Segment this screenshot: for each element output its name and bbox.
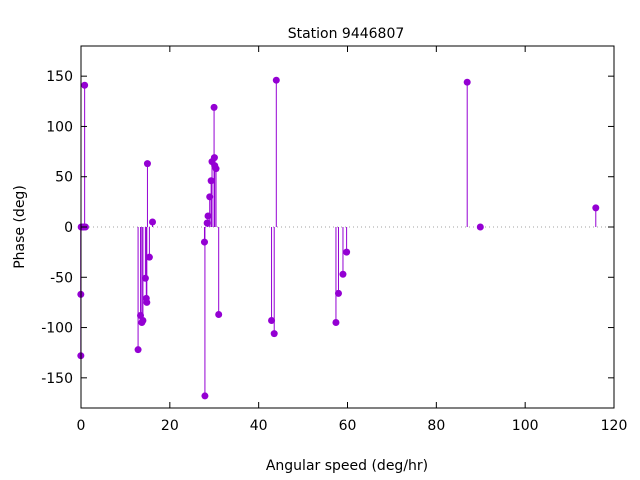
x-axis-label: Angular speed (deg/hr)	[266, 458, 428, 474]
data-point	[134, 346, 142, 354]
data-point	[145, 253, 153, 261]
data-point	[143, 160, 151, 168]
data-point	[149, 218, 157, 226]
data-point	[332, 319, 340, 327]
y-tick-label: -150	[41, 371, 73, 387]
data-point	[204, 212, 212, 220]
data-point	[81, 81, 89, 89]
x-tick-label: 120	[601, 418, 628, 434]
data-point	[210, 103, 218, 111]
data-point	[476, 223, 484, 231]
data-point	[201, 392, 209, 400]
data-point	[339, 270, 347, 278]
data-point	[206, 193, 214, 201]
y-tick-label: -100	[41, 321, 73, 337]
x-tick-label: 60	[339, 418, 357, 434]
data-point	[343, 248, 351, 256]
y-tick-label: -50	[50, 270, 73, 286]
data-point	[143, 298, 151, 306]
data-point	[592, 204, 600, 212]
data-point	[141, 274, 149, 282]
y-tick-label: 0	[64, 220, 73, 236]
y-tick-label: 100	[46, 119, 73, 135]
x-axis-ticks: 0 20 40 60 80 100 120	[77, 46, 628, 434]
data-point	[139, 317, 147, 325]
x-tick-label: 80	[427, 418, 445, 434]
data-point	[207, 177, 215, 185]
data-point	[268, 317, 276, 325]
data-point	[203, 219, 211, 227]
chart-title: Station 9446807	[288, 26, 405, 42]
impulse-series	[80, 80, 597, 396]
y-tick-label: 50	[55, 170, 73, 186]
data-point	[200, 238, 208, 246]
data-point	[334, 289, 342, 297]
data-point	[212, 165, 220, 173]
data-point	[215, 310, 223, 318]
y-axis-ticks: -150 -100 -50 0 50 100 150	[41, 69, 614, 387]
data-point	[272, 76, 280, 84]
x-tick-label: 40	[250, 418, 268, 434]
data-point	[210, 154, 218, 162]
x-tick-label: 100	[512, 418, 539, 434]
plot-frame	[80, 45, 615, 409]
y-axis-label: Phase (deg)	[12, 185, 28, 269]
x-tick-label: 20	[161, 418, 179, 434]
x-tick-label: 0	[77, 418, 86, 434]
data-point	[270, 330, 278, 338]
data-point	[463, 78, 471, 86]
y-tick-label: 150	[46, 69, 73, 85]
